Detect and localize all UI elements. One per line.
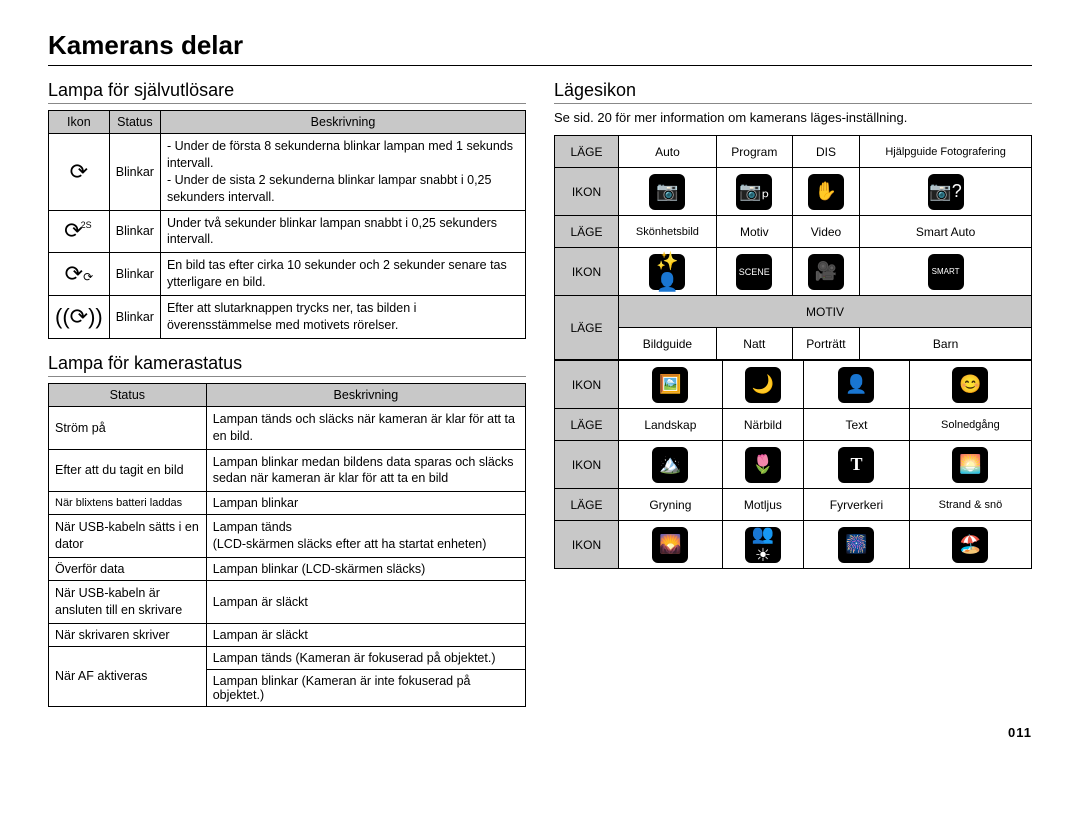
- mode-table: LÄGE Auto Program DIS Hjälpguide Fotogra…: [554, 135, 1032, 360]
- table-cell: Bildguide: [619, 328, 717, 360]
- modeicon-note: Se sid. 20 för mer information om kamera…: [554, 110, 1032, 125]
- table-cell: När skrivaren skriver: [49, 623, 207, 646]
- table-cell: Natt: [716, 328, 792, 360]
- dis-hand-icon: ✋: [808, 174, 844, 210]
- page-title: Kamerans delar: [48, 30, 1032, 66]
- selftimer-table: Ikon Status Beskrivning ⟳ Blinkar - Unde…: [48, 110, 526, 339]
- table-cell: En bild tas efter cirka 10 sekunder och …: [160, 253, 525, 296]
- beauty-face-icon: ✨👤: [649, 254, 685, 290]
- table-cell: Hjälpguide Fotografering: [860, 136, 1032, 168]
- table-cell: När blixtens batteri laddas: [49, 492, 207, 515]
- motiv-header: MOTIV: [619, 296, 1032, 328]
- table-cell: Ström på: [49, 406, 207, 449]
- timer-double-icon: ⟳⟳: [65, 261, 94, 287]
- table-cell: Solnedgång: [909, 409, 1031, 441]
- camera-p-icon: 📷ₚ: [736, 174, 772, 210]
- table-cell: Blinkar: [109, 210, 160, 253]
- table-cell: Text: [804, 409, 910, 441]
- camera-icon: 📷: [649, 174, 685, 210]
- table-cell: Video: [792, 216, 859, 248]
- row-label-mode: LÄGE: [555, 489, 619, 521]
- row-label-icon: IKON: [555, 521, 619, 569]
- scene-text-icon: SCENE: [736, 254, 772, 290]
- table-cell: Motljus: [722, 489, 803, 521]
- closeup-flower-icon: 🌷: [745, 447, 781, 483]
- row-label-icon: IKON: [555, 248, 619, 296]
- table-cell: Efter att slutarknappen trycks ner, tas …: [160, 296, 525, 339]
- selftimer-heading: Lampa för självutlösare: [48, 80, 526, 104]
- table-cell: När AF aktiveras: [49, 646, 207, 706]
- table-cell: Efter att du tagit en bild: [49, 449, 207, 492]
- table-cell: Blinkar: [109, 296, 160, 339]
- table-cell: Fyrverkeri: [804, 489, 910, 521]
- guide-camera-icon: 📷?: [928, 174, 964, 210]
- table-cell: Överför data: [49, 558, 207, 581]
- video-icon: 🎥: [808, 254, 844, 290]
- sunset-icon: 🌅: [952, 447, 988, 483]
- timer-icon: ⟳: [70, 159, 88, 185]
- camerastatus-heading: Lampa för kamerastatus: [48, 353, 526, 377]
- table-cell: När USB-kabeln sätts i en dator: [49, 515, 207, 558]
- col-desc: Beskrivning: [160, 111, 525, 134]
- table-cell: Porträtt: [792, 328, 859, 360]
- table-cell: Lampan blinkar (LCD-skärmen släcks): [206, 558, 525, 581]
- backlight-person-icon: 👥☀: [745, 527, 781, 563]
- text-t-icon: T: [838, 447, 874, 483]
- row-label-icon: IKON: [555, 168, 619, 216]
- col-desc: Beskrivning: [206, 383, 525, 406]
- table-cell: Auto: [619, 136, 717, 168]
- table-cell: När USB-kabeln är ansluten till en skriv…: [49, 581, 207, 624]
- row-label-mode: LÄGE: [555, 409, 619, 441]
- timer-2s-icon: ⟳2S: [64, 218, 93, 244]
- col-status: Status: [49, 383, 207, 406]
- mode-table-cont: IKON 🖼️ 🌙 👤 😊 LÄGE Landskap Närbild Text…: [554, 360, 1032, 569]
- row-label-mode: LÄGE: [555, 216, 619, 248]
- table-cell: Lampan blinkar: [206, 492, 525, 515]
- smart-auto-icon: SMART: [928, 254, 964, 290]
- table-cell: Lampan blinkar medan bildens data sparas…: [206, 449, 525, 492]
- col-status: Status: [109, 111, 160, 134]
- dawn-sun-icon: 🌄: [652, 527, 688, 563]
- col-icon: Ikon: [49, 111, 110, 134]
- table-cell: Lampan är släckt: [206, 623, 525, 646]
- page-number: 011: [48, 725, 1032, 740]
- table-cell: Motiv: [716, 216, 792, 248]
- table-cell: Under två sekunder blinkar lampan snabbt…: [160, 210, 525, 253]
- landscape-mountain-icon: 🏔️: [652, 447, 688, 483]
- table-cell: Lampan tänds(LCD-skärmen släcks efter at…: [206, 515, 525, 558]
- beach-snow-icon: 🏖️: [952, 527, 988, 563]
- table-cell: Blinkar: [109, 253, 160, 296]
- table-cell: Barn: [860, 328, 1032, 360]
- table-cell: Landskap: [619, 409, 723, 441]
- modeicon-heading: Lägesikon: [554, 80, 1032, 104]
- table-cell: Strand & snö: [909, 489, 1031, 521]
- table-cell: Lampan tänds och släcks när kameran är k…: [206, 406, 525, 449]
- table-cell: Närbild: [722, 409, 803, 441]
- fireworks-icon: 🎆: [838, 527, 874, 563]
- child-face-icon: 😊: [952, 367, 988, 403]
- row-label-mode: LÄGE: [555, 136, 619, 168]
- table-cell: Smart Auto: [860, 216, 1032, 248]
- row-label-icon: IKON: [555, 441, 619, 489]
- table-cell: DIS: [792, 136, 859, 168]
- camerastatus-table: Status Beskrivning Ström påLampan tänds …: [48, 383, 526, 707]
- frame-guide-icon: 🖼️: [652, 367, 688, 403]
- table-cell: Lampan blinkar (Kameran är inte fokusera…: [206, 669, 525, 706]
- table-cell: Program: [716, 136, 792, 168]
- table-cell: Gryning: [619, 489, 723, 521]
- table-cell: Skönhetsbild: [619, 216, 717, 248]
- portrait-person-icon: 👤: [838, 367, 874, 403]
- night-moon-icon: 🌙: [745, 367, 781, 403]
- row-label-icon: IKON: [555, 361, 619, 409]
- table-cell: Lampan är släckt: [206, 581, 525, 624]
- row-label-mode: LÄGE: [555, 296, 619, 360]
- table-cell: Lampan tänds (Kameran är fokuserad på ob…: [206, 646, 525, 669]
- timer-motion-icon: ((⟳)): [55, 304, 103, 330]
- table-cell: Blinkar: [109, 134, 160, 211]
- table-cell: - Under de första 8 sekunderna blinkar l…: [160, 134, 525, 211]
